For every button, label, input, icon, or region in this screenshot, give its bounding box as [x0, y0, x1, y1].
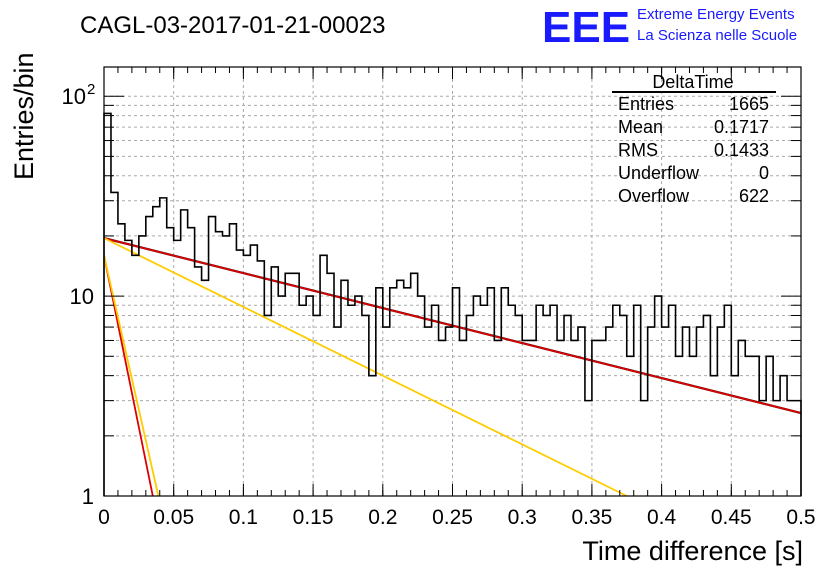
x-tick-label: 0.15	[293, 506, 334, 529]
stats-row-value: 0.1433	[714, 140, 769, 160]
stats-rows: Entries 1665 Mean 0.1717 RMS 0.1433 Underflow 0…	[618, 94, 769, 206]
x-tick-label: 0.5	[786, 506, 815, 529]
fit-curve-2	[103, 255, 154, 497]
eee-logo-line2: La Scienza nelle Scuole	[637, 27, 797, 44]
stats-row-value: 0	[759, 163, 769, 183]
chart-title: CAGL-03-2017-01-21-00023	[80, 12, 386, 39]
x-tick-label: 0.35	[571, 506, 612, 529]
stats-row-label: Underflow	[618, 163, 700, 183]
eee-logo: EEE Extreme Energy Events La Scienza nel…	[542, 3, 797, 52]
x-tick-label: 0	[98, 506, 110, 529]
x-tick-label: 0.2	[368, 506, 397, 529]
histogram-outline	[103, 112, 802, 496]
stats-row-value: 622	[739, 186, 769, 206]
x-tick-label: 0.25	[432, 506, 473, 529]
y-tick-label-exponent: 2	[87, 81, 95, 98]
stats-box: DeltaTime Entries 1665 Mean 0.1717 RMS 0.1433…	[612, 72, 776, 206]
x-axis-label: Time difference [s]	[582, 536, 803, 566]
y-tick-label: 10	[70, 284, 94, 309]
grid-lines	[104, 67, 801, 496]
histogram-bars	[103, 112, 802, 496]
x-tick-label: 0.4	[647, 506, 677, 529]
eee-logo-text: EEE	[542, 3, 630, 52]
stats-row-label: Overflow	[618, 186, 690, 206]
fit-curve-4	[103, 237, 628, 497]
stats-row-label: Mean	[618, 117, 663, 137]
stats-row-value: 1665	[729, 94, 769, 114]
y-axis-label: Entries/bin	[9, 52, 39, 180]
y-tick-label: 1	[82, 484, 94, 509]
x-tick-label: 0.05	[153, 506, 194, 529]
axis-ticks	[103, 67, 802, 497]
eee-logo-line1: Extreme Energy Events	[637, 6, 795, 23]
fit-curve-3	[103, 255, 160, 497]
tick-labels: 0 0.05 0.1 0.15 0.2 0.25 0.3 0.35 0.4 0.45 0.5 1 10 1…	[62, 81, 816, 529]
stats-row-label: RMS	[618, 140, 658, 160]
x-tick-label: 0.45	[711, 506, 752, 529]
stats-title: DeltaTime	[652, 72, 733, 92]
stats-row-label: Entries	[618, 94, 674, 114]
stats-row-value: 0.1717	[714, 117, 769, 137]
x-tick-label: 0.3	[508, 506, 537, 529]
x-tick-label: 0.1	[229, 506, 258, 529]
y-tick-label: 10	[62, 84, 86, 109]
